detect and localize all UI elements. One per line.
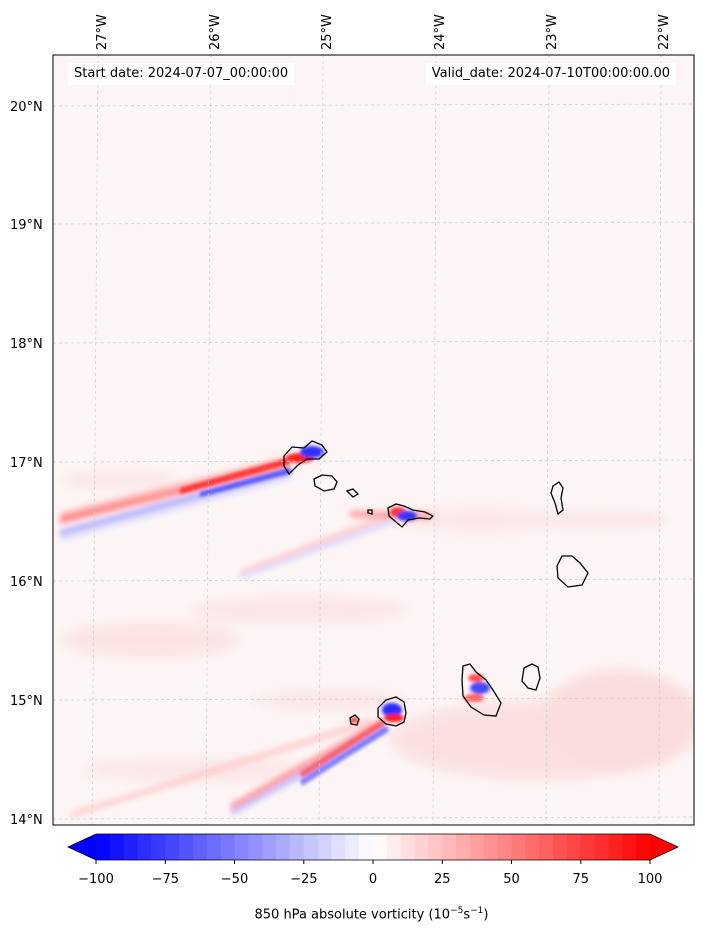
colorbar-tick-label: 25 (434, 872, 451, 887)
colorbar-bin (137, 834, 152, 860)
colorbar-bin (373, 834, 388, 860)
colorbar-bin (220, 834, 236, 860)
colorbar-tick-label: 75 (573, 872, 590, 887)
islet-raso (367, 509, 373, 515)
colorbar-bin (511, 834, 526, 860)
lat-label: 16°N (10, 575, 43, 590)
map-frame (52, 54, 695, 826)
coastlines (283, 440, 589, 727)
colorbar-bin (234, 834, 249, 860)
colorbar-bin (109, 834, 125, 860)
colorbar-bin (622, 834, 637, 860)
lon-label: 26°W (208, 14, 223, 50)
latitude-labels: 20°N 19°N 18°N 17°N 16°N 15°N 14°N (10, 100, 43, 828)
longitude-labels: 27°W 26°W 25°W 24°W 23°W 22°W (95, 14, 672, 50)
colorbar-bin (96, 834, 111, 860)
island-sao-nicolau (387, 503, 435, 528)
colorbar-bin (553, 834, 568, 860)
colorbar-tick-label: −75 (152, 872, 179, 887)
island-brava (349, 714, 360, 726)
colorbar-bin (206, 834, 222, 860)
colorbar-bin (594, 834, 610, 860)
island-santo-antao (283, 440, 328, 476)
colorbar-tick-label: 0 (369, 872, 377, 887)
colorbar-bin (580, 834, 596, 860)
colorbar-tick-label: 100 (638, 872, 663, 887)
colorbar-tick-label: −25 (290, 872, 317, 887)
island-sao-vicente (313, 474, 338, 492)
colorbar-bin (386, 834, 402, 860)
colorbar-bin (192, 834, 208, 860)
colorbar-bin (179, 834, 194, 860)
island-maio (521, 663, 541, 691)
colorbar-bin (303, 834, 319, 860)
island-santiago (461, 663, 502, 717)
colorbar-bin (345, 834, 360, 860)
island-boa-vista (556, 555, 589, 588)
lon-label: 23°W (545, 14, 560, 50)
colorbar-tick-label: 50 (503, 872, 520, 887)
colorbar-bin (151, 834, 166, 860)
start-date-label: Start date: 2024-07-07_00:00:00 (68, 63, 295, 85)
colorbar-label-exp2: −1 (470, 906, 484, 916)
colorbar-bin (483, 834, 499, 860)
graticule (53, 55, 694, 825)
colorbar-bin (497, 834, 513, 860)
island-sal (550, 481, 564, 516)
colorbar-bin (608, 834, 623, 860)
colorbar-bin (123, 834, 139, 860)
colorbar-label: 850 hPa absolute vorticity (10−5s−1) (0, 906, 703, 922)
lat-label: 18°N (10, 337, 43, 352)
lat-label: 15°N (10, 694, 43, 709)
colorbar-bin (165, 834, 180, 860)
colorbar (67, 833, 679, 864)
colorbar-bin (428, 834, 443, 860)
lon-label: 22°W (657, 14, 672, 50)
colorbar-bin (539, 834, 554, 860)
colorbar-bin (456, 834, 471, 860)
islet-santa-luzia (345, 488, 360, 498)
lat-label: 19°N (10, 218, 43, 233)
colorbar-bin (566, 834, 582, 860)
colorbar-bin (289, 834, 305, 860)
island-fogo (377, 696, 407, 727)
colorbar-bin (248, 834, 263, 860)
colorbar-tick-label: −50 (221, 872, 248, 887)
lon-label: 27°W (95, 14, 110, 50)
lat-label: 20°N (10, 100, 43, 115)
lat-label: 14°N (10, 813, 43, 828)
colorbar-label-suffix: ) (483, 907, 489, 923)
valid-date-label: Valid_date: 2024-07-10T00:00:00.00 (425, 63, 676, 85)
lon-label: 24°W (433, 14, 448, 50)
lon-label: 25°W (320, 14, 335, 50)
colorbar-extend-low (68, 834, 96, 860)
colorbar-label-mid: s (463, 907, 471, 923)
lat-label: 17°N (10, 456, 43, 471)
colorbar-bin (469, 834, 485, 860)
colorbar-bin (525, 834, 540, 860)
colorbar-label-exp1: −5 (450, 906, 464, 916)
colorbar-bin (400, 834, 416, 860)
colorbar-label-prefix: 850 hPa absolute vorticity (10 (254, 907, 451, 923)
colorbar-bin (276, 834, 291, 860)
colorbar-bin (414, 834, 429, 860)
colorbar-bin (331, 834, 346, 860)
colorbar-bin (359, 834, 374, 860)
colorbar-bin (636, 834, 651, 860)
colorbar-bin (442, 834, 457, 860)
colorbar-extend-high (650, 834, 678, 860)
colorbar-bin (262, 834, 277, 860)
vorticity-field (53, 55, 694, 825)
colorbar-ticks: −100 −75 −50 −25 0 25 50 75 100 (78, 872, 662, 887)
colorbar-bin (317, 834, 333, 860)
colorbar-tick-label: −100 (78, 872, 114, 887)
